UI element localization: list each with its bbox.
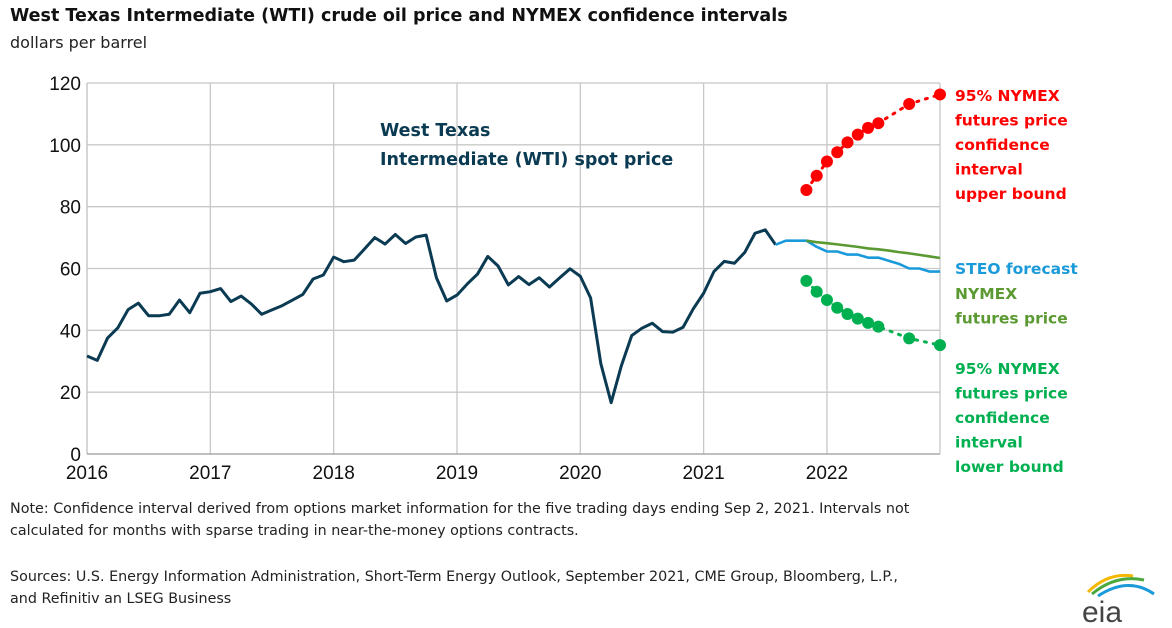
y-tick-label: 60 xyxy=(60,260,81,281)
y-tick-label: 40 xyxy=(60,321,81,342)
data-point-lower xyxy=(903,332,916,345)
chart-note: Note: Confidence interval derived from o… xyxy=(10,501,910,539)
series-label-upper: upper bound xyxy=(955,185,1067,203)
data-point-lower xyxy=(851,312,864,325)
series-label-nymex: NYMEX xyxy=(955,285,1017,303)
series-line-nymex xyxy=(806,239,941,260)
chart-title: West Texas Intermediate (WTI) crude oil … xyxy=(10,6,788,26)
y-tick-label: 0 xyxy=(70,445,81,466)
x-tick-label: 2021 xyxy=(682,463,724,484)
eia-logo: eia xyxy=(1082,573,1155,626)
data-point-upper xyxy=(903,98,916,111)
data-point-lower xyxy=(841,307,854,320)
data-point-upper xyxy=(851,128,864,141)
data-point-upper xyxy=(810,169,823,182)
y-tick-label: 80 xyxy=(60,198,81,219)
data-point-upper xyxy=(872,117,885,130)
data-point-lower xyxy=(934,339,946,352)
data-point-upper xyxy=(820,155,833,168)
x-tick-label: 2017 xyxy=(189,463,231,484)
series-dotted-line-upper xyxy=(804,92,942,192)
x-tick-label: 2020 xyxy=(559,463,601,484)
y-tick-label: 100 xyxy=(49,136,81,157)
series-label-upper: futures price xyxy=(955,112,1068,130)
chart-sources: Sources: U.S. Energy Information Adminis… xyxy=(10,569,898,607)
series-label-nymex: futures price xyxy=(955,310,1068,328)
series-line-spot xyxy=(86,228,777,405)
series-label-lower: lower bound xyxy=(955,458,1064,476)
series-line-steo xyxy=(775,239,940,273)
y-unit-label: dollars per barrel xyxy=(10,33,148,52)
series-label-steo: STEO forecast xyxy=(955,260,1078,278)
series-label-upper: confidence xyxy=(955,136,1050,154)
data-point-lower xyxy=(862,316,875,329)
data-point-lower xyxy=(810,285,823,298)
y-tick-label: 20 xyxy=(60,383,81,404)
x-tick-label: 2019 xyxy=(436,463,478,484)
data-point-upper xyxy=(831,146,844,159)
series-label-spot: Intermediate (WTI) spot price xyxy=(380,150,673,170)
data-point-upper xyxy=(841,136,854,149)
series-label-lower: confidence xyxy=(955,409,1050,427)
series-label-lower: futures price xyxy=(955,385,1068,403)
x-tick-label: 2016 xyxy=(66,463,108,484)
series-label-spot: West Texas xyxy=(380,121,490,141)
data-point-upper xyxy=(934,88,946,101)
svg-text:eia: eia xyxy=(1082,596,1122,626)
series-label-upper: 95% NYMEX xyxy=(955,87,1060,105)
series-label-lower: 95% NYMEX xyxy=(955,360,1060,378)
data-point-lower xyxy=(820,294,833,307)
series-label-upper: interval xyxy=(955,161,1023,179)
y-tick-label: 120 xyxy=(49,74,81,95)
x-tick-label: 2022 xyxy=(806,463,848,484)
series-label-lower: interval xyxy=(955,434,1023,452)
data-point-lower xyxy=(800,274,813,287)
data-point-upper xyxy=(800,183,813,196)
x-tick-label: 2018 xyxy=(313,463,355,484)
data-point-lower xyxy=(872,320,885,333)
data-point-upper xyxy=(862,121,875,134)
data-point-lower xyxy=(831,301,844,314)
